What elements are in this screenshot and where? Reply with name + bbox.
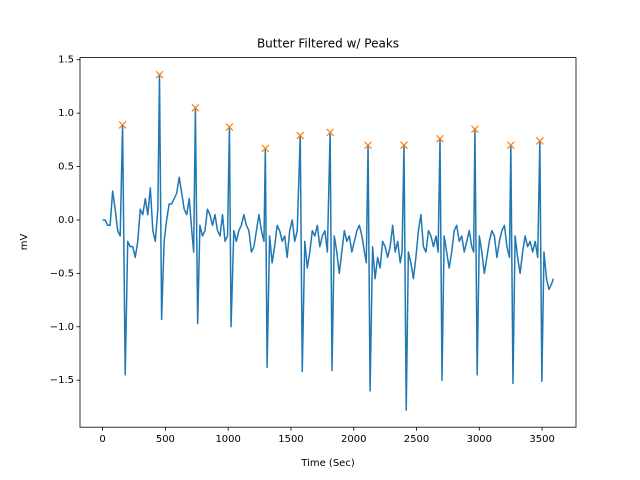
peak-marker <box>506 141 515 150</box>
x-tick-label: 3500 <box>529 434 554 445</box>
peak-marker <box>261 144 270 153</box>
peak-marker <box>364 141 372 150</box>
y-axis-label: mV <box>19 234 30 251</box>
peak-marker <box>436 134 444 143</box>
signal-line <box>102 73 555 411</box>
x-tick-label: 1500 <box>278 434 303 445</box>
peak-marker <box>470 125 479 134</box>
x-tick-label: 1000 <box>215 434 240 445</box>
x-tick-label: 0 <box>99 434 105 445</box>
plot-frame <box>79 57 577 428</box>
peak-marker <box>400 141 408 150</box>
y-tick-label: 1.5 <box>58 55 74 66</box>
y-tick-label: −1.0 <box>50 322 74 333</box>
x-axis-label: Time (Sec) <box>300 458 355 469</box>
y-tick-label: 0.0 <box>58 215 74 226</box>
peak-marker <box>535 136 544 145</box>
x-tick-label: 500 <box>156 434 175 445</box>
y-tick-label: −1.5 <box>50 375 74 386</box>
x-tick-label: 2000 <box>341 434 366 445</box>
peak-marker <box>296 131 305 140</box>
x-tick-label: 3000 <box>467 434 492 445</box>
peak-marker <box>155 70 164 79</box>
y-tick-label: 1.0 <box>58 108 74 119</box>
y-tick-label: 0.5 <box>58 162 74 173</box>
peak-marker <box>118 120 127 129</box>
peak-marker <box>225 123 234 131</box>
peak-marker <box>326 128 335 137</box>
x-tick-label: 2500 <box>404 434 429 445</box>
y-tick-label: −0.5 <box>50 268 74 279</box>
peak-marker <box>191 103 200 112</box>
chart-title: Butter Filtered w/ Peaks <box>257 37 399 51</box>
